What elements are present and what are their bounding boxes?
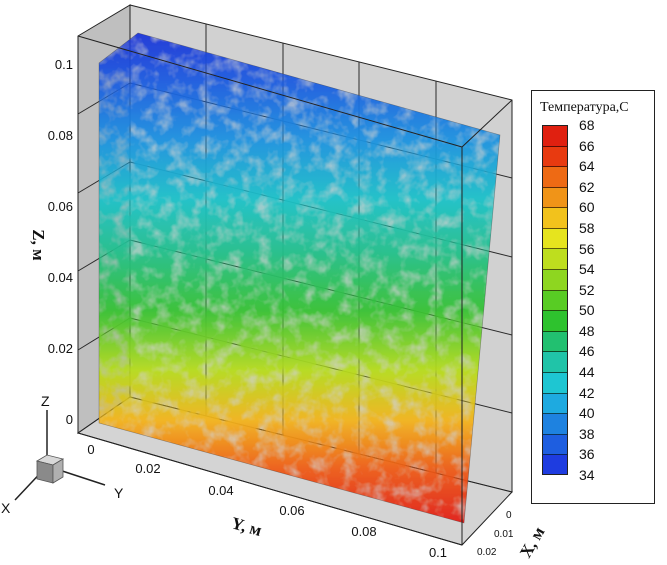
- legend-level-label: 44: [579, 364, 595, 381]
- z-tick-1: 0.02: [48, 341, 73, 356]
- legend-level-label: 48: [579, 322, 595, 339]
- z-tick-4: 0.08: [48, 128, 73, 143]
- triad-z-label: Z: [41, 393, 50, 409]
- box-front-edges: [77, 35, 513, 545]
- z-tick-2: 0.04: [48, 270, 73, 285]
- legend-level-label: 62: [579, 178, 595, 195]
- y-tick-1: 0.02: [135, 461, 160, 476]
- legend-level-label: 34: [579, 467, 595, 483]
- legend-band: [543, 311, 567, 332]
- legend-band: [543, 126, 567, 147]
- legend-level-label: 40: [579, 405, 595, 422]
- legend-band: [543, 187, 567, 209]
- legend-band: [543, 270, 567, 291]
- z-tick-0: 0: [66, 412, 73, 427]
- legend-band: [543, 208, 567, 229]
- y-axis-title: Y, м: [229, 513, 264, 540]
- field-front-face-outline: [98, 32, 501, 524]
- y-axis: 0 0.02 0.04 0.06 0.08 0.1 Y, м: [77, 432, 463, 560]
- triad-cube-front: [36, 460, 54, 484]
- legend-level-label: 36: [579, 446, 595, 463]
- triad-x-label: X: [1, 500, 11, 516]
- orientation-triad: [14, 410, 106, 501]
- temperature-legend: Температура,C 68 66 64 62 60 58 56 54 52 50 48 46 44…: [531, 90, 655, 504]
- legend-level-label: 66: [579, 137, 595, 154]
- triad-y-label: Y: [114, 485, 124, 501]
- y-tick-5: 0.1: [429, 545, 447, 560]
- legend-level-label: 38: [579, 425, 595, 442]
- legend-color-bar: [542, 125, 568, 475]
- y-tick-0: 0: [87, 442, 94, 457]
- x-tick-2: 0.02: [477, 547, 497, 558]
- legend-band: [543, 455, 567, 474]
- z-axis: 0 0.02 0.04 0.06 0.08 0.1 Z, м: [29, 57, 73, 427]
- legend-band: [543, 290, 567, 312]
- x-tick-0: 0: [506, 510, 512, 521]
- legend-band: [543, 352, 567, 373]
- legend-level-label: 54: [579, 261, 595, 278]
- legend-band: [543, 146, 567, 168]
- legend-title: Температура,C: [540, 100, 629, 115]
- legend-band: [543, 228, 567, 250]
- legend-level-label: 68: [579, 117, 595, 133]
- legend-level-label: 42: [579, 384, 595, 401]
- legend-band: [543, 249, 567, 271]
- z-axis-title: Z, м: [29, 229, 48, 261]
- y-tick-3: 0.06: [279, 503, 304, 518]
- legend-band: [543, 414, 567, 435]
- legend-level-label: 50: [579, 302, 595, 319]
- legend-band: [543, 372, 567, 394]
- z-tick-3: 0.06: [48, 199, 73, 214]
- legend-level-label: 46: [579, 343, 595, 360]
- z-tick-5: 0.1: [55, 57, 73, 72]
- legend-level-label: 64: [579, 158, 595, 175]
- y-tick-4: 0.08: [351, 524, 376, 539]
- legend-band: [543, 393, 567, 415]
- legend-level-label: 52: [579, 281, 595, 298]
- y-tick-2: 0.04: [208, 483, 233, 498]
- legend-band: [543, 167, 567, 188]
- x-axis-title: X, м: [516, 523, 549, 561]
- legend-level-label: 60: [579, 199, 595, 216]
- triad-cube-right: [52, 458, 64, 484]
- legend-level-label: 58: [579, 219, 595, 236]
- legend-band: [543, 434, 567, 456]
- x-tick-1: 0.01: [494, 529, 514, 540]
- legend-level-label: 56: [579, 240, 595, 257]
- legend-band: [543, 331, 567, 353]
